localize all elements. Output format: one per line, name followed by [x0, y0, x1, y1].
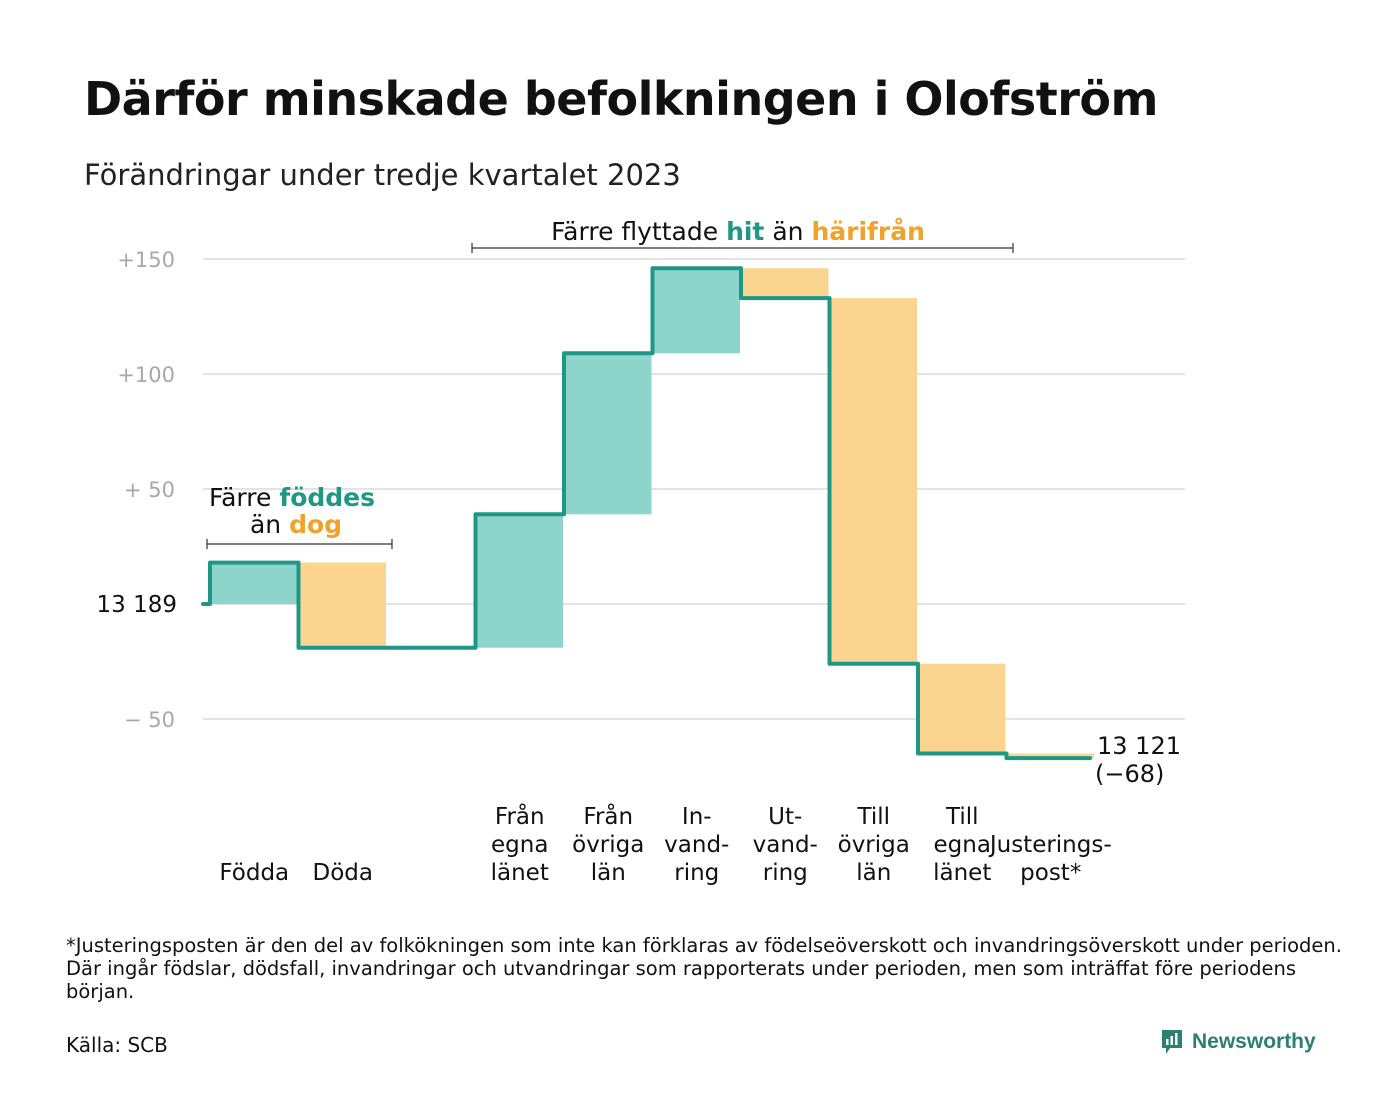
cumulative-step-line: [201, 266, 1092, 761]
bar-invandring: [652, 268, 740, 354]
category-label-till_egna: Till: [945, 804, 979, 830]
brand-logo: Newsworthy: [1160, 1028, 1316, 1056]
category-label-justering: post*: [1020, 860, 1081, 886]
bar-till_ovriga: [829, 298, 917, 664]
category-label-fodda: Födda: [219, 860, 289, 886]
category-label-justering: Justerings-: [988, 832, 1112, 858]
category-label-fran_egna: Från: [495, 802, 545, 830]
category-label-utvandring: Ut-: [768, 804, 802, 830]
bar-doda: [298, 562, 386, 648]
category-label-till_ovriga: övriga: [838, 832, 910, 858]
migration-annotation: Färre flyttade hit än härifrån: [551, 217, 925, 246]
source-label: Källa: SCB: [66, 1033, 168, 1057]
category-label-invandring: ring: [674, 860, 719, 886]
start-value-label: 13 189: [97, 592, 177, 618]
bar-fodda: [210, 562, 298, 604]
y-tick-label: +100: [117, 363, 175, 387]
category-label-till_egna: länet: [933, 860, 991, 886]
y-tick-label: + 50: [124, 478, 175, 502]
newsworthy-logo-icon: [1162, 1030, 1182, 1054]
category-label-till_ovriga: Till: [856, 804, 890, 830]
end-value-label: 13 121: [1097, 732, 1181, 760]
category-label-utvandring: vand-: [753, 832, 818, 858]
category-label-doda: Döda: [313, 860, 373, 886]
chart-subtitle: Förändringar under tredje kvartalet 2023: [84, 158, 681, 192]
births-annotation-line2: än dog: [250, 510, 342, 539]
y-tick-label: +150: [117, 248, 175, 272]
bar-fran_egna: [475, 514, 563, 648]
category-label-till_ovriga: län: [856, 860, 891, 886]
category-label-till_egna: egna: [934, 832, 991, 858]
bar-utvandring: [741, 268, 829, 299]
category-label-fran_ovriga: län: [591, 860, 626, 886]
end-change-label: (−68): [1095, 760, 1164, 788]
category-label-fran_egna: länet: [491, 860, 549, 886]
brand-name: Newsworthy: [1192, 1030, 1316, 1053]
bar-justering: [1006, 753, 1094, 759]
births-annotation: Färre föddes: [209, 483, 375, 512]
category-label-invandring: vand-: [664, 832, 729, 858]
y-tick-label: − 50: [124, 708, 175, 732]
chart-title: Därför minskade befolkningen i Olofström: [84, 72, 1158, 126]
category-label-fran_egna: egna: [491, 832, 548, 858]
bar-till_egna: [918, 663, 1006, 754]
category-label-fran_ovriga: övriga: [572, 832, 644, 858]
bar-fran_ovriga: [564, 353, 652, 515]
category-label-fran_ovriga: Från: [583, 802, 633, 830]
category-label-utvandring: ring: [763, 860, 808, 886]
footnote: *Justeringsposten är den del av folkökni…: [66, 934, 1342, 1003]
category-label-invandring: In-: [682, 804, 712, 830]
